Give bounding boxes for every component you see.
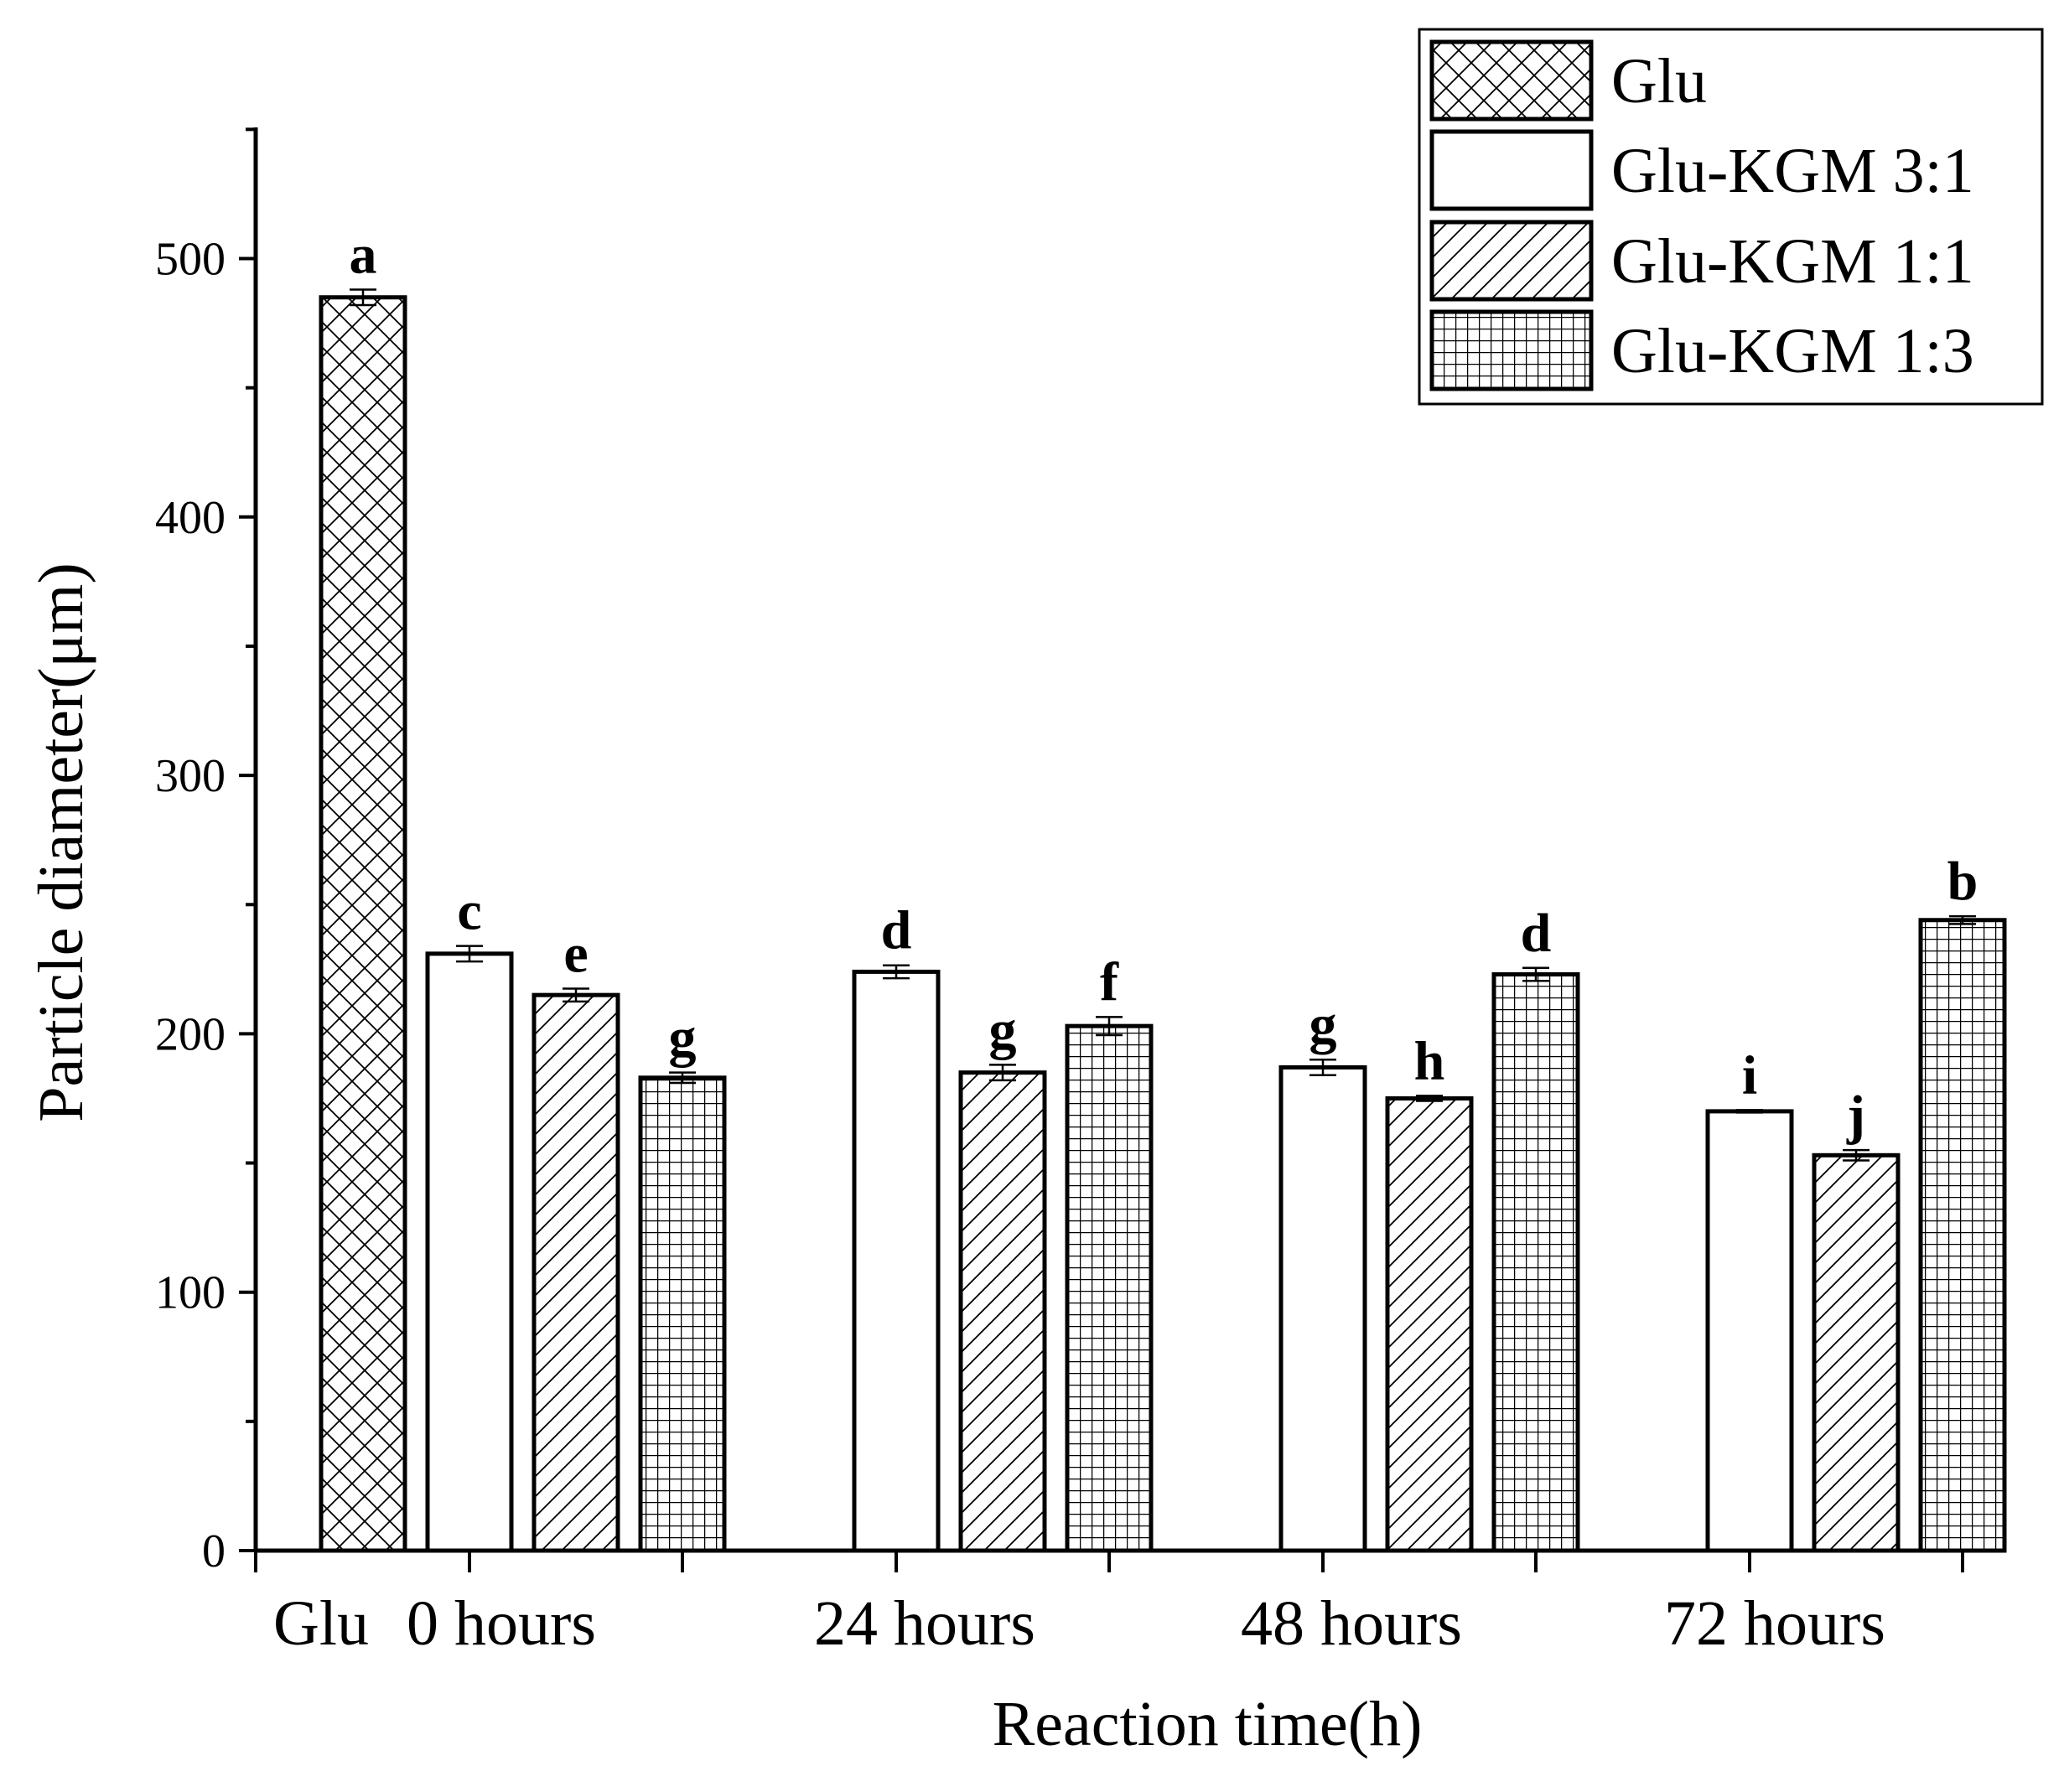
x-category-label: 48 hours bbox=[1241, 1588, 1462, 1659]
significance-letter: j bbox=[1846, 1085, 1865, 1146]
bar bbox=[1385, 1095, 1474, 1553]
legend-label: Glu bbox=[1611, 46, 1707, 117]
significance-letter: d bbox=[881, 900, 912, 961]
x-category-label: 72 hours bbox=[1664, 1588, 1885, 1659]
bar bbox=[1705, 1109, 1794, 1553]
legend-swatch bbox=[1429, 129, 1594, 211]
error-bar bbox=[350, 288, 376, 307]
y-tick-label: 400 bbox=[155, 492, 226, 544]
y-tick-label: 100 bbox=[155, 1267, 226, 1319]
legend-swatch bbox=[1429, 220, 1594, 302]
error-bar bbox=[1096, 1016, 1123, 1037]
error-bar bbox=[456, 945, 483, 963]
bar bbox=[425, 951, 514, 1553]
bar bbox=[1491, 971, 1580, 1553]
x-ticks: Glu 0 hours 24 hours 48 hours 72 hours bbox=[254, 1551, 1964, 1659]
bar bbox=[1918, 918, 2007, 1553]
error-bar bbox=[1522, 966, 1549, 982]
significance-letter: g bbox=[669, 1007, 697, 1069]
x-category-label: 24 hours bbox=[814, 1588, 1035, 1659]
error-bar bbox=[1416, 1095, 1443, 1102]
significance-letter: h bbox=[1414, 1030, 1445, 1091]
error-bar bbox=[1949, 914, 1976, 925]
y-tick-label: 0 bbox=[202, 1525, 226, 1577]
significance-letter: b bbox=[1947, 851, 1978, 912]
y-tick-label: 500 bbox=[155, 234, 226, 286]
y-ticks: 0 100 200 300 400 500 bbox=[155, 127, 256, 1577]
bar bbox=[319, 295, 407, 1553]
error-bar bbox=[1736, 1109, 1763, 1114]
error-bar bbox=[669, 1071, 696, 1085]
bar bbox=[532, 992, 620, 1553]
error-bar bbox=[1309, 1058, 1336, 1076]
significance-letter: g bbox=[989, 999, 1017, 1060]
legend-label: Glu-KGM 1:1 bbox=[1611, 226, 1974, 297]
x-axis-title: Reaction time(h) bbox=[993, 1689, 1423, 1759]
x-category-label: Glu bbox=[273, 1588, 369, 1659]
bar bbox=[1065, 1023, 1154, 1553]
legend: Glu Glu-KGM 3:1 Glu-KGM 1:1 Glu-KGM 1:3 bbox=[1418, 28, 2044, 406]
x-category-label: 0 hours bbox=[407, 1588, 596, 1659]
bar bbox=[638, 1075, 727, 1553]
y-tick-label: 200 bbox=[155, 1008, 226, 1060]
bar bbox=[958, 1070, 1047, 1553]
y-axis-title: Particle diameter(μm) bbox=[26, 562, 96, 1121]
error-bar bbox=[989, 1064, 1016, 1082]
y-tick-label: 300 bbox=[155, 750, 226, 802]
legend-swatch bbox=[1429, 309, 1594, 391]
error-bar bbox=[563, 987, 589, 1003]
bars: a c d g i e g h j g f d b bbox=[319, 224, 2007, 1553]
legend-label: Glu-KGM 3:1 bbox=[1611, 136, 1974, 206]
legend-swatch bbox=[1429, 39, 1594, 122]
significance-letter: c bbox=[457, 881, 481, 942]
bar bbox=[1812, 1152, 1901, 1553]
bar bbox=[852, 969, 941, 1553]
significance-letter: d bbox=[1521, 903, 1552, 964]
significance-letter: i bbox=[1742, 1044, 1757, 1106]
error-bar bbox=[883, 964, 910, 980]
significance-letter: e bbox=[563, 923, 588, 984]
significance-letter: g bbox=[1309, 994, 1337, 1055]
significance-letter: f bbox=[1100, 951, 1119, 1013]
legend-label: Glu-KGM 1:3 bbox=[1611, 316, 1974, 386]
significance-letter: a bbox=[350, 224, 377, 285]
bar bbox=[1278, 1064, 1367, 1553]
error-bar bbox=[1843, 1148, 1870, 1162]
